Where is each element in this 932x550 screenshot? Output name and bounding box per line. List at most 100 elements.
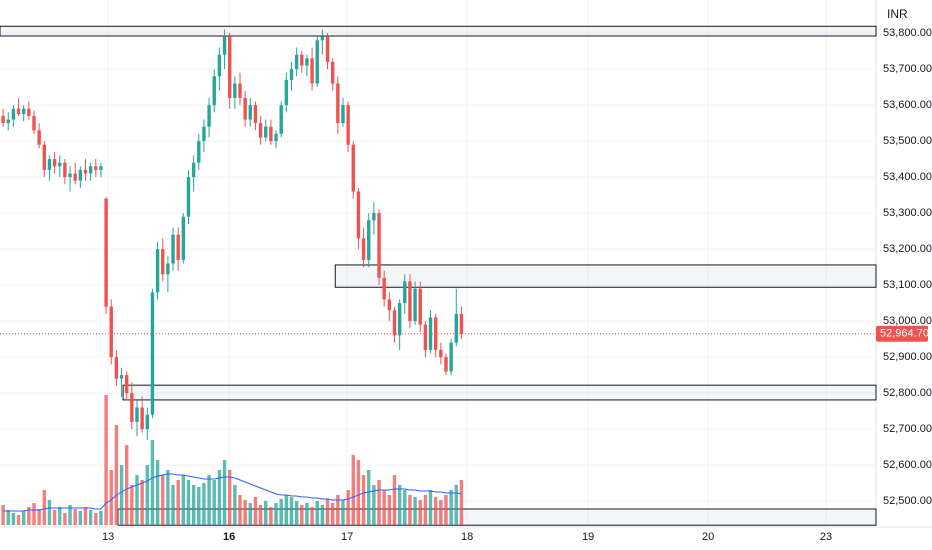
candle-body <box>145 414 149 430</box>
volume-bar <box>346 490 350 525</box>
volume-bar <box>150 440 155 525</box>
volume-bar <box>78 511 83 525</box>
candle-body <box>444 357 448 372</box>
candle-body <box>264 126 268 138</box>
volume-bar <box>202 483 206 525</box>
candle-body <box>135 407 139 422</box>
candle-body <box>248 105 252 120</box>
candle-body <box>181 216 186 260</box>
candle-body <box>191 162 196 178</box>
volume-bar <box>181 475 186 525</box>
volume-bar <box>392 475 397 525</box>
volume-bar <box>222 460 227 525</box>
candle-body <box>418 288 422 325</box>
candle-body <box>140 407 144 430</box>
candle-body <box>99 166 103 170</box>
candle-body <box>449 342 453 372</box>
candle-body <box>73 173 77 181</box>
volume-bar <box>68 505 72 525</box>
candle-body <box>356 191 361 239</box>
volume-bar <box>197 487 201 525</box>
volume-bar <box>403 490 407 525</box>
candle-body <box>454 313 458 343</box>
candle-body <box>104 198 108 307</box>
volume-bar <box>439 500 443 525</box>
candle-body <box>279 105 283 134</box>
volume-bar <box>300 505 304 525</box>
candle-body <box>186 177 191 217</box>
candle-body <box>274 133 278 142</box>
candle-body <box>382 277 386 300</box>
candle-body <box>253 105 258 124</box>
volume-bar <box>418 500 422 525</box>
volume-bar <box>397 485 402 525</box>
x-tick-label: 13 <box>102 531 114 543</box>
volume-bar <box>248 503 252 525</box>
candle-body <box>325 36 330 62</box>
y-tick-label: 53,000.00 <box>883 315 932 327</box>
candle-body <box>6 119 10 124</box>
candle-body <box>372 213 376 221</box>
candle-body <box>341 105 345 124</box>
zone <box>117 508 877 526</box>
candle-body <box>310 58 314 84</box>
candle-body <box>351 144 355 192</box>
candle-body <box>32 115 36 131</box>
volume-bar <box>135 475 139 525</box>
candle-body <box>392 310 397 336</box>
candle-body <box>176 234 180 260</box>
volume-bar <box>27 507 31 525</box>
y-tick-label: 53,500.00 <box>883 135 932 147</box>
candle-body <box>42 144 46 170</box>
candle-body <box>423 324 428 350</box>
x-tick-label: 18 <box>461 531 473 543</box>
candle-body <box>197 141 201 163</box>
y-tick-label: 53,800.00 <box>883 27 932 39</box>
candle-body <box>161 249 165 275</box>
candle-body <box>1 115 5 124</box>
volume-bar <box>88 510 93 525</box>
candle-body <box>21 108 26 115</box>
candle-body <box>413 288 417 322</box>
y-tick-label: 52,800.00 <box>883 387 932 399</box>
volume-bar <box>264 501 268 525</box>
volume-bar <box>6 510 10 525</box>
volume-bar <box>171 485 175 525</box>
candle-body <box>459 313 464 334</box>
volume-bar <box>330 503 335 525</box>
candle-body <box>294 54 299 70</box>
candle-body <box>439 349 443 358</box>
volume-bar <box>140 480 144 525</box>
volume-bar <box>325 499 330 525</box>
volume-bar <box>161 475 165 525</box>
volume-bar <box>99 511 103 525</box>
volume-bar <box>47 500 52 525</box>
volume-bar <box>207 475 211 525</box>
volume-bar <box>63 513 67 525</box>
volume-bar <box>42 490 46 525</box>
candle-body <box>300 54 304 66</box>
last-price-label: 52,964.70 <box>880 328 929 340</box>
volume-bar <box>315 501 319 525</box>
volume-bar <box>166 470 170 525</box>
volume-bar <box>21 511 26 525</box>
volume-bar <box>155 460 160 525</box>
candle-body <box>150 292 155 415</box>
candle-body <box>114 357 119 379</box>
volume-bar <box>320 505 325 525</box>
y-tick-label: 53,300.00 <box>883 207 932 219</box>
candle-body <box>94 166 98 170</box>
y-tick-label: 53,700.00 <box>883 63 932 75</box>
x-tick-label: 20 <box>702 531 714 543</box>
volume-bar <box>459 480 464 525</box>
volume-bar <box>52 510 57 525</box>
candle-body <box>27 108 31 116</box>
y-tick-label: 52,700.00 <box>883 423 932 435</box>
candle-body <box>227 36 232 98</box>
candle-body <box>155 249 160 293</box>
candle-body <box>403 281 407 304</box>
candle-body <box>258 123 263 138</box>
candle-body <box>238 83 242 98</box>
candle-body <box>68 173 72 178</box>
volume-bar <box>176 480 180 525</box>
